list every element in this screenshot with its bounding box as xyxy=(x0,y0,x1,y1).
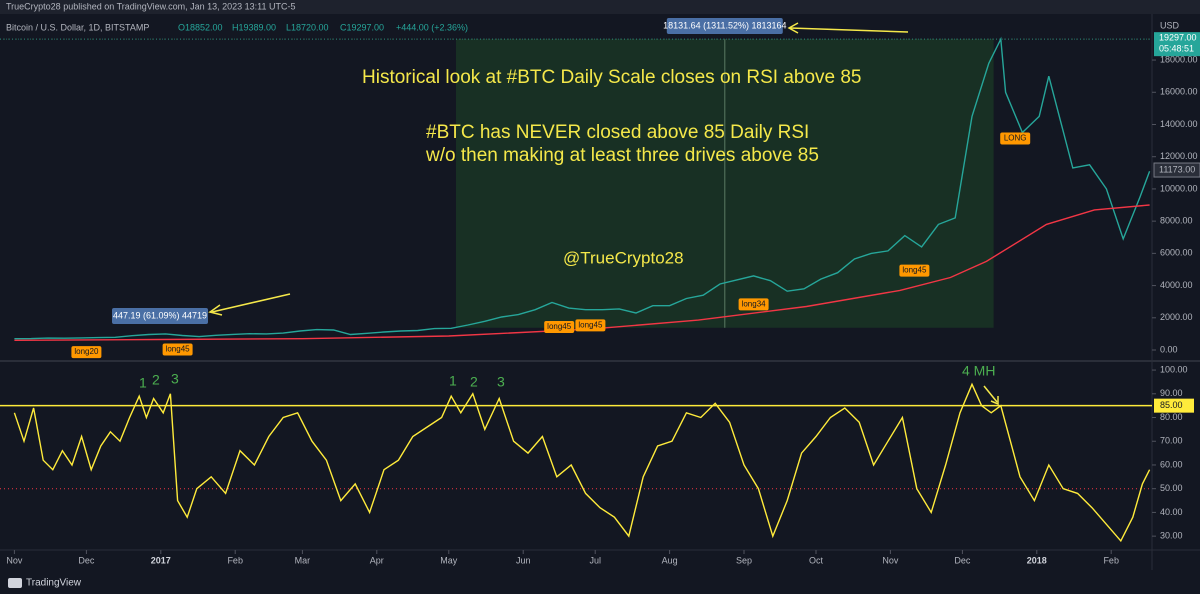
measure-label: 18131.64 (1311.52%) 1813164 xyxy=(663,20,786,30)
signal-label: long45 xyxy=(578,320,603,329)
x-tick-label: 2018 xyxy=(1027,555,1047,565)
level-tag-label: 85.00 xyxy=(1160,400,1183,410)
y-tick-label: 18000.00 xyxy=(1160,54,1198,64)
rsi-annotation: 2 xyxy=(470,374,478,390)
rsi-annotation: 2 xyxy=(152,372,160,388)
publisher: TrueCrypto28 published on TradingView.co… xyxy=(6,1,296,11)
signal-label: long45 xyxy=(547,322,572,331)
x-tick-label: Aug xyxy=(662,555,678,565)
y-tick-label: 12000.00 xyxy=(1160,151,1198,161)
header-bar xyxy=(0,0,1200,14)
last-price-tag xyxy=(1154,32,1200,57)
y-tick-label: 0.00 xyxy=(1160,344,1178,354)
y-tick-label: 10000.00 xyxy=(1160,183,1198,193)
arrow-head xyxy=(990,396,999,406)
y-tick-label: 6000.00 xyxy=(1160,248,1193,258)
y-tick-label: 60.00 xyxy=(1160,459,1183,469)
annotation: w/o then making at least three drives ab… xyxy=(425,145,819,166)
arrow-head xyxy=(208,304,223,316)
ohlc-change: +444.00 (+2.36%) xyxy=(396,22,468,32)
y-tick-label: 14000.00 xyxy=(1160,119,1198,129)
footer: TradingView xyxy=(26,578,82,589)
measure-label-box xyxy=(666,18,783,34)
rsi-annotation: 3 xyxy=(497,374,505,390)
ohlc-open: O18852.00 xyxy=(178,22,223,32)
annotation: @TrueCrypto28 xyxy=(563,248,684,267)
logo xyxy=(8,578,22,588)
signal-tag xyxy=(575,319,606,332)
signal-tag xyxy=(1000,132,1031,145)
y-tick-label: 90.00 xyxy=(1160,388,1183,398)
arrow xyxy=(789,27,909,33)
signal-tag xyxy=(544,320,575,333)
x-tick-label: Feb xyxy=(1103,555,1119,565)
rsi-annotation: 1 xyxy=(139,375,147,391)
y-tick-label: 16000.00 xyxy=(1160,87,1198,97)
price-tag-label: 11173.00 xyxy=(1159,164,1195,174)
signal-tag xyxy=(899,264,930,277)
x-tick-label: Nov xyxy=(6,555,23,565)
arrows xyxy=(208,22,999,406)
ohlc-close: C19297.00 xyxy=(340,22,384,32)
y-tick-label: 4000.00 xyxy=(1160,280,1193,290)
x-tick-label: May xyxy=(440,555,458,565)
x-tick-label: Sep xyxy=(736,555,752,565)
signal-tag xyxy=(738,298,769,311)
series-line xyxy=(13,382,1151,543)
ohlc-high: H19389.00 xyxy=(232,22,276,32)
annotation: Historical look at #BTC Daily Scale clos… xyxy=(362,67,862,88)
signal-tag xyxy=(71,346,102,359)
y-tick-label: 70.00 xyxy=(1160,436,1183,446)
x-tick-label: Mar xyxy=(295,555,311,565)
symbol: Bitcoin / U.S. Dollar, 1D, BITSTAMP xyxy=(6,22,149,32)
arrow xyxy=(983,385,998,403)
signal-label: long20 xyxy=(74,347,99,356)
level-tag xyxy=(1154,398,1194,413)
countdown: 05:48:51 xyxy=(1159,44,1194,54)
footer-bar xyxy=(0,570,1200,594)
rsi-annotation: 3 xyxy=(171,371,179,387)
x-tick-label: 2017 xyxy=(151,555,171,565)
y-tick-label: 50.00 xyxy=(1160,483,1183,493)
last-price-label: 19297.00 xyxy=(1159,33,1197,43)
x-tick-label: Dec xyxy=(78,555,95,565)
x-tick-label: Jun xyxy=(516,555,531,565)
rsi-annotation: 1 xyxy=(449,373,457,389)
y-tick-label: 2000.00 xyxy=(1160,312,1193,322)
x-tick-label: Nov xyxy=(882,555,899,565)
series-line xyxy=(14,204,1150,341)
currency: USD xyxy=(1160,20,1180,30)
arrow-head xyxy=(787,22,799,34)
measure-label-box xyxy=(112,308,208,324)
y-tick-label: 80.00 xyxy=(1160,412,1183,422)
y-tick-label: 100.00 xyxy=(1160,364,1188,374)
ohlc-low: L18720.00 xyxy=(286,22,329,32)
x-tick-label: Jul xyxy=(589,555,601,565)
y-tick-label: 40.00 xyxy=(1160,507,1183,517)
x-tick-label: Apr xyxy=(370,555,384,565)
series-line xyxy=(14,36,1151,340)
signal-label: long34 xyxy=(742,300,767,309)
x-tick-label: Feb xyxy=(227,555,243,565)
signal-label: LONG xyxy=(1004,134,1027,143)
rsi-annotation: 4 MH xyxy=(962,363,995,379)
x-tick-label: Oct xyxy=(809,555,824,565)
y-tick-label: 8000.00 xyxy=(1160,216,1193,226)
signal-tag xyxy=(162,343,193,356)
y-tick-label: 30.00 xyxy=(1160,531,1183,541)
marks: 0.00 2000.00 4000.00 6000.00 8000.00 10000.00… xyxy=(0,18,1200,565)
arrow xyxy=(211,293,291,313)
signal-label: long45 xyxy=(902,266,927,275)
price-tag xyxy=(1153,162,1200,178)
signal-label: long45 xyxy=(166,345,191,354)
measure-label: 447.19 (61.09%) 44719 xyxy=(113,310,207,320)
x-tick-label: Dec xyxy=(954,555,971,565)
annotation: #BTC has NEVER closed above 85 Daily RSI xyxy=(426,122,809,143)
